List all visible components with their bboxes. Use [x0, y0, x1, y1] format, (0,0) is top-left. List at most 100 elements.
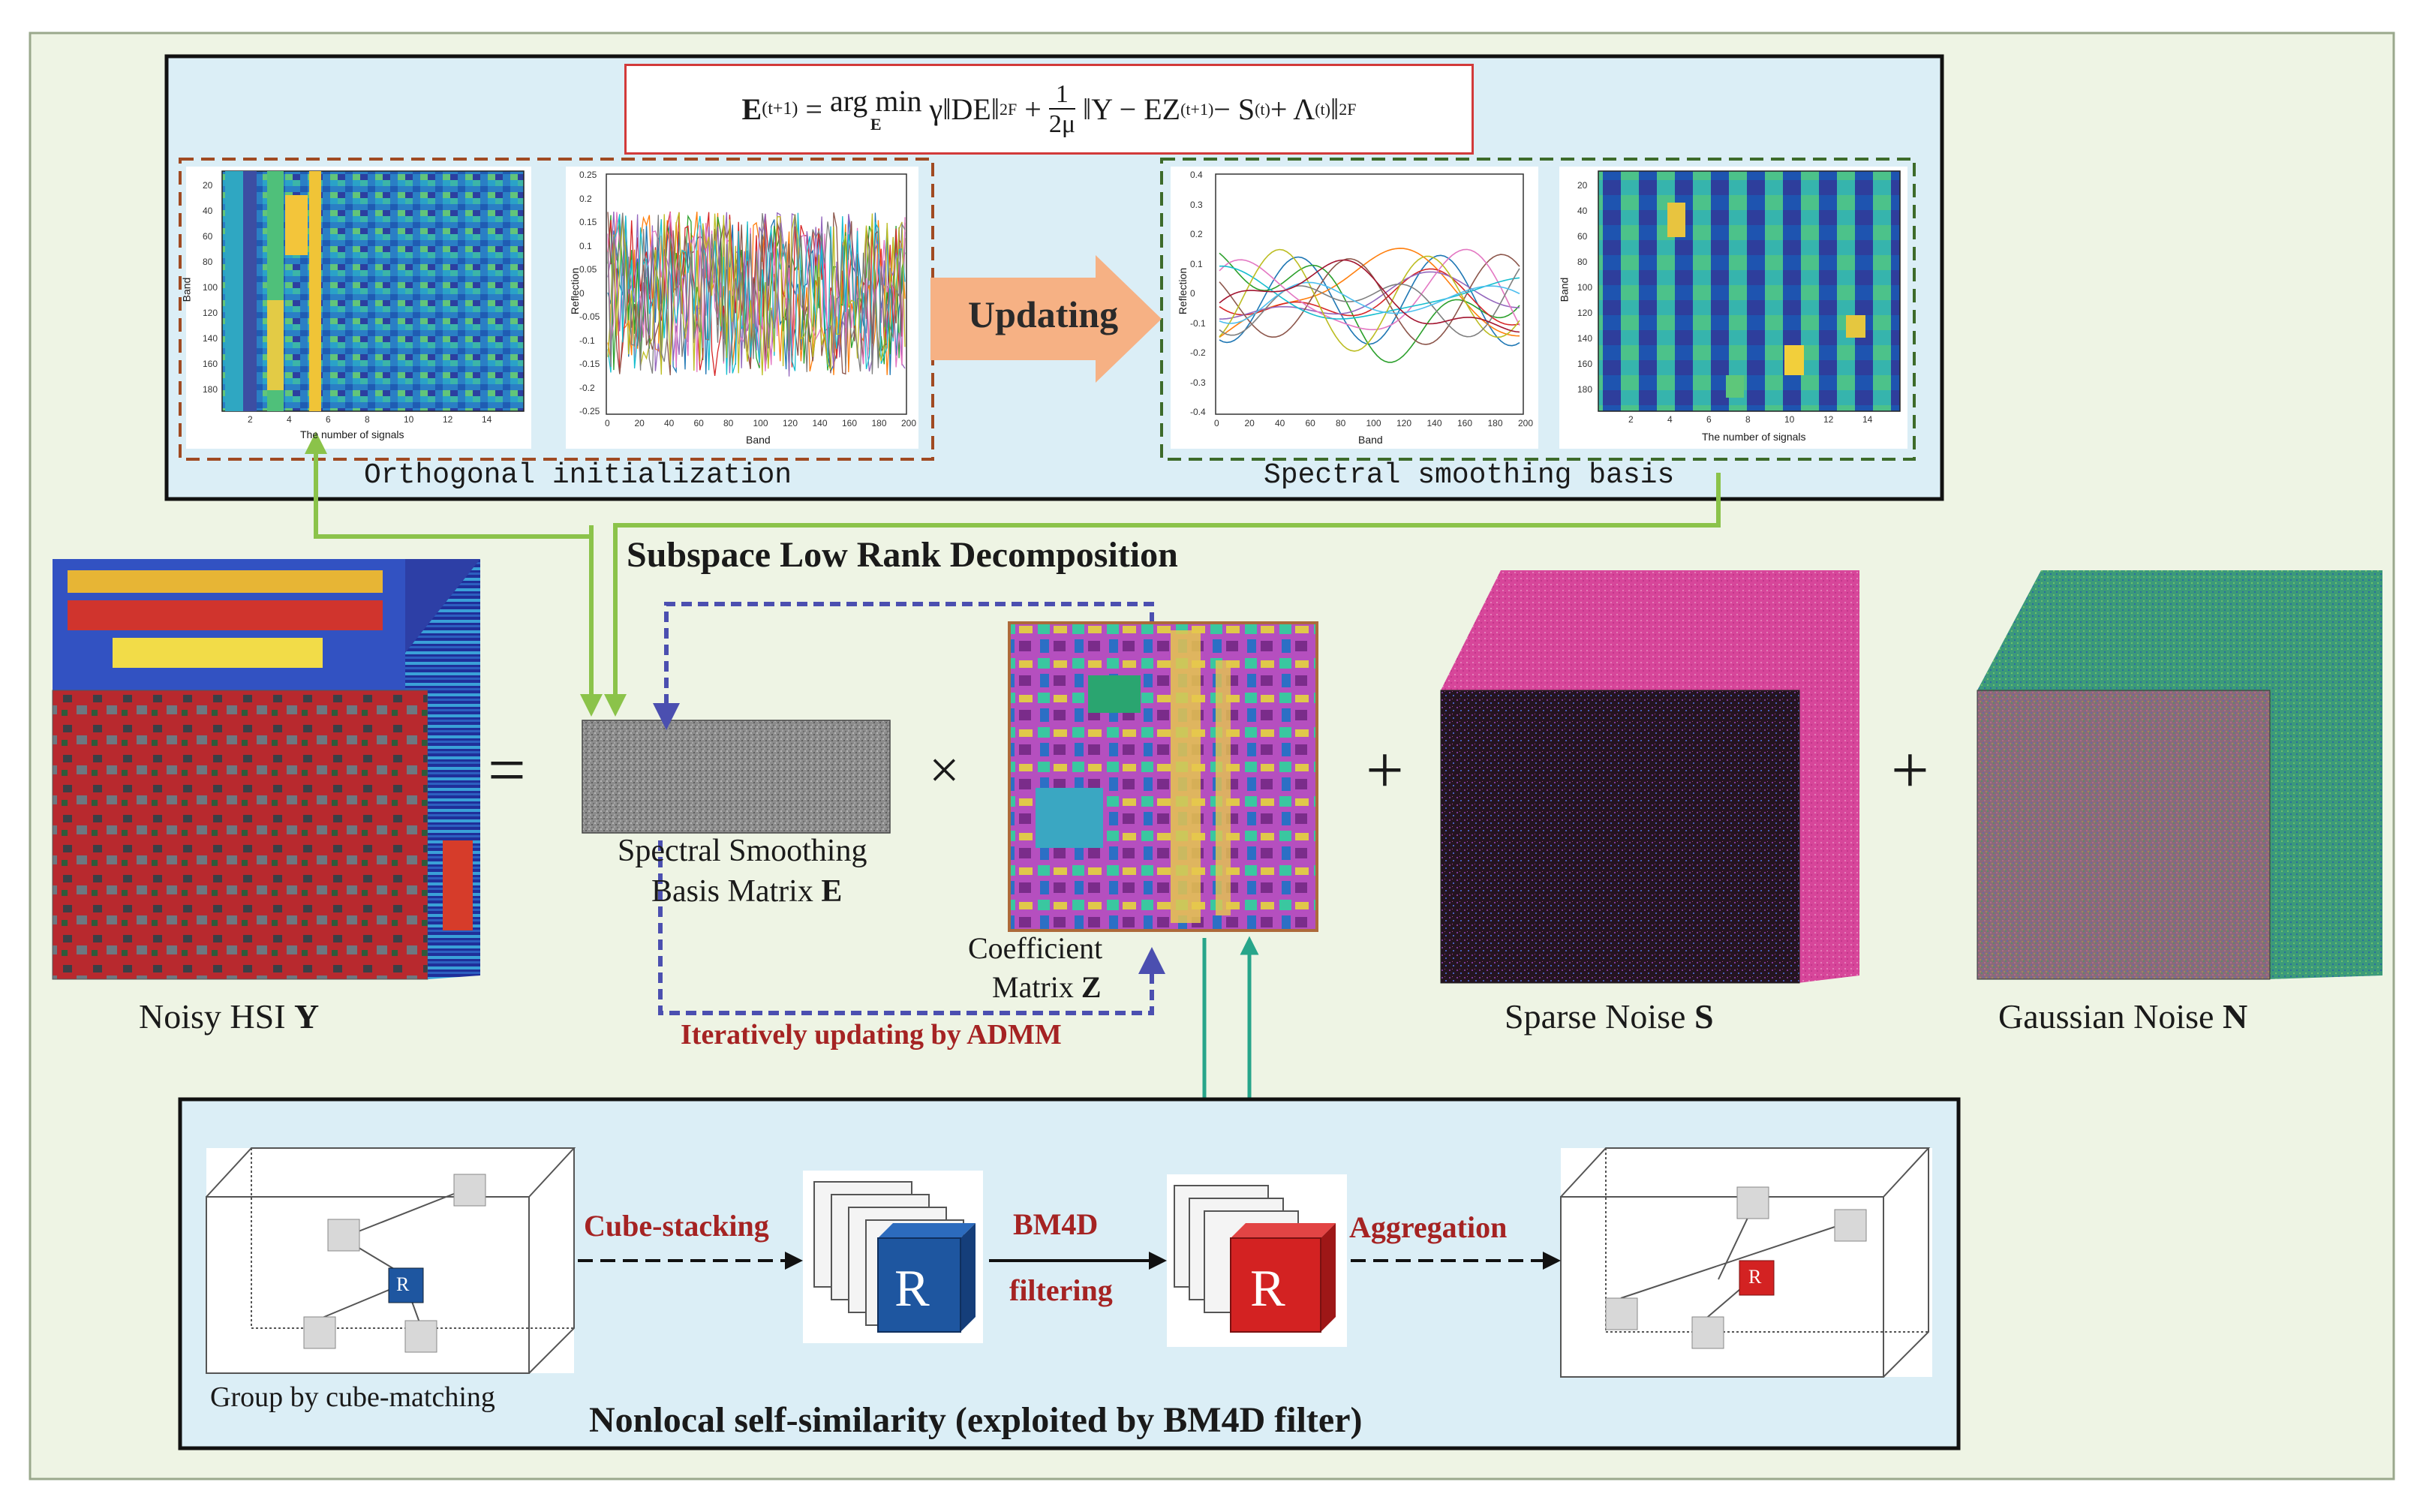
aggregation-box — [1560, 1147, 1932, 1378]
group-cube-matching-label: Group by cube-matching — [210, 1381, 495, 1413]
gaussian-noise-label: Gaussian Noise N — [1998, 997, 2248, 1036]
lines-init-xtick: 140 — [812, 418, 828, 428]
lines-init-ytick: 0 — [579, 287, 585, 299]
noisy-basis-curves — [607, 211, 906, 377]
lines-smooth-xtick: 80 — [1336, 418, 1346, 428]
lines-smooth-xtick: 100 — [1366, 418, 1381, 428]
filtering-label: filtering — [1009, 1273, 1113, 1307]
coef-label-line2: Matrix Z — [992, 970, 1102, 1004]
lines-smooth-xtick: 20 — [1244, 418, 1255, 428]
heat-init-ytick: 160 — [203, 359, 218, 369]
lines-init-ytick: 0.15 — [579, 217, 597, 227]
lines-smooth-xtick: 160 — [1457, 418, 1473, 428]
lines-smooth-xtick: 0 — [1214, 418, 1219, 428]
heat-smooth-xtick: 8 — [1745, 414, 1751, 425]
ref-cube-letter-red: R — [1250, 1260, 1285, 1318]
heat-init-xlabel: The number of signals — [300, 428, 404, 440]
heat-smooth-ytick: 180 — [1577, 384, 1593, 395]
equals-sign: = — [488, 733, 526, 807]
lines-init-xtick: 80 — [723, 418, 734, 428]
sparse-noise-label: Sparse Noise S — [1505, 997, 1714, 1036]
smooth-basis-curve — [1219, 248, 1520, 331]
heat-init-xtick: 2 — [248, 414, 253, 425]
basis-label-line2: Basis Matrix E — [651, 874, 843, 909]
heat-init-ytick: 120 — [203, 308, 218, 318]
heat-smooth-ytick: 100 — [1577, 282, 1593, 293]
gaussian-noise-cube — [1977, 570, 2382, 980]
coefficient-matrix-Z — [1008, 621, 1318, 932]
heat-smooth-xtick: 2 — [1628, 414, 1634, 425]
lines-smooth-xtick: 40 — [1275, 418, 1285, 428]
lines-init-xtick: 160 — [842, 418, 858, 428]
heat-smooth-ytick: 160 — [1577, 359, 1593, 369]
heat-smooth-ytick: 40 — [1577, 206, 1588, 216]
smooth-basis-curve — [1219, 281, 1520, 324]
lines-smooth-xlabel: Band — [1358, 434, 1383, 446]
smooth-basis-curve — [1219, 259, 1520, 333]
heat-smooth-xtick: 12 — [1823, 414, 1834, 425]
heat-smooth-xtick: 6 — [1706, 414, 1712, 425]
lines-init-xtick: 120 — [783, 418, 798, 428]
lines-smooth-xtick: 180 — [1487, 418, 1503, 428]
heat-smooth-ytick: 60 — [1577, 231, 1588, 242]
lines-smooth-ylabel: Reflection — [1177, 267, 1189, 315]
smooth-basis-curves — [1219, 248, 1520, 363]
lines-init-xtick: 0 — [605, 418, 610, 428]
heat-smooth-ytick: 20 — [1577, 180, 1588, 191]
heat-smooth-ytick: 120 — [1577, 308, 1593, 318]
lines-init-xtick: 60 — [693, 418, 704, 428]
stacked-cubes-blue — [803, 1171, 983, 1343]
lines-smooth-ytick: 0.2 — [1190, 229, 1203, 239]
heatmap-smooth-area — [1598, 170, 1901, 412]
heat-init-ytick: 60 — [203, 231, 213, 242]
ref-cube-letter-2: R — [1748, 1266, 1762, 1288]
heat-smooth-ytick: 80 — [1577, 257, 1588, 267]
smooth-basis-curve — [1219, 268, 1520, 338]
smooth-basis-curve — [1219, 252, 1520, 363]
admm-label: Iteratively updating by ADMM — [681, 1019, 1062, 1051]
lines-init-xtick: 100 — [753, 418, 768, 428]
noisy-basis-curve — [607, 212, 906, 374]
lines-smooth-ytick: -0.2 — [1190, 347, 1206, 358]
cube-stacking-label: Cube-stacking — [584, 1209, 769, 1243]
heat-smooth-xtick: 14 — [1862, 414, 1873, 425]
heat-init-ytick: 180 — [203, 384, 218, 395]
stacked-cubes-red — [1167, 1174, 1347, 1347]
admm-arrow-bottom — [658, 840, 1165, 1015]
lines-smooth-ytick: 0.1 — [1190, 258, 1203, 269]
updating-label: Updating — [968, 293, 1119, 335]
heat-init-ytick: 40 — [203, 206, 213, 216]
heat-init-ylabel: Band — [180, 277, 193, 302]
lines-smooth-ytick: 0.4 — [1190, 170, 1203, 180]
ref-cube-letter-blue: R — [894, 1260, 930, 1318]
heat-init-ytick: 140 — [203, 333, 218, 344]
basis-matrix-E — [582, 720, 891, 834]
lines-init-xtick: 20 — [634, 418, 645, 428]
lines-init-xtick: 40 — [664, 418, 675, 428]
smoothing-basis-caption: Spectral smoothing basis — [1264, 459, 1675, 491]
lines-init-ytick: 0.2 — [579, 193, 592, 204]
heat-init-xtick: 10 — [404, 414, 414, 425]
lines-smooth-area — [1215, 173, 1524, 415]
lines-init-ytick: 0.05 — [579, 264, 597, 275]
lines-smooth-ytick: 0.3 — [1190, 199, 1203, 210]
heat-init-xtick: 8 — [365, 414, 370, 425]
plus-sign-1: + — [1366, 733, 1404, 807]
lines-smooth-ytick: 0 — [1190, 288, 1195, 299]
plus-sign-2: + — [1891, 733, 1929, 807]
heat-smooth-xtick: 4 — [1667, 414, 1673, 425]
bm4d-label: BM4D — [1013, 1207, 1099, 1241]
lines-init-ytick: -0.1 — [579, 335, 595, 346]
section-title-decomposition: Subspace Low Rank Decomposition — [627, 535, 1178, 575]
aggregation-label: Aggregation — [1349, 1210, 1508, 1244]
heat-init-xtick: 4 — [287, 414, 292, 425]
heat-smooth-ytick: 140 — [1577, 333, 1593, 344]
orthogonal-init-caption: Orthogonal initialization — [364, 459, 792, 491]
heat-init-xtick: 14 — [482, 414, 492, 425]
lines-init-ytick: -0.05 — [579, 311, 600, 322]
heat-init-ytick: 80 — [203, 257, 213, 267]
lines-init-xtick: 200 — [901, 418, 917, 428]
nonlocal-title: Nonlocal self-similarity (exploited by B… — [589, 1400, 1363, 1440]
lines-smooth-ytick: -0.1 — [1190, 317, 1206, 329]
